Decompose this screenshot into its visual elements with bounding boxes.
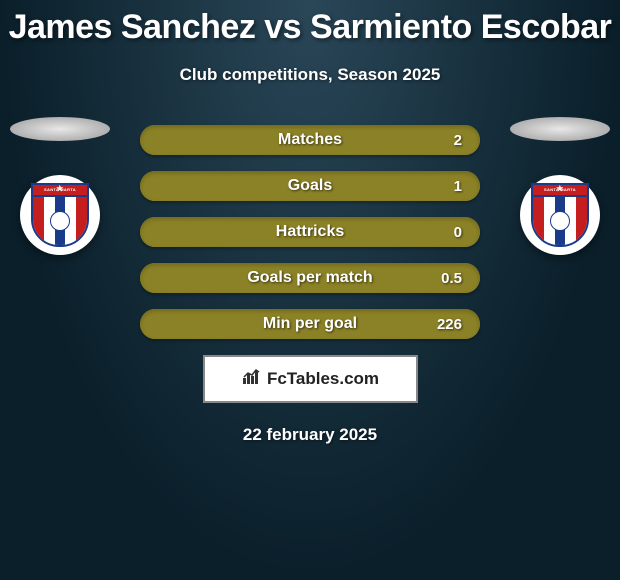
stat-value: 226 [437, 316, 462, 333]
team-badge-right: ★ SANTA MARTA [520, 175, 600, 255]
ball-icon [50, 211, 70, 231]
stat-value: 1 [454, 178, 462, 195]
stat-label: Goals per match [247, 269, 372, 287]
stat-value: 0 [454, 224, 462, 241]
brand-text: FcTables.com [267, 369, 379, 389]
player-platform-left [10, 117, 110, 141]
stat-row: Goals per match 0.5 [140, 263, 480, 293]
stat-value: 2 [454, 132, 462, 149]
stat-label: Goals [288, 177, 332, 195]
team-badge-icon: ★ SANTA MARTA [20, 175, 100, 255]
ball-icon [550, 211, 570, 231]
page-title: James Sanchez vs Sarmiento Escobar [0, 0, 620, 47]
stat-label: Min per goal [263, 315, 357, 333]
team-badge-left: ★ SANTA MARTA [20, 175, 100, 255]
subtitle: Club competitions, Season 2025 [0, 65, 620, 85]
player-platform-right [510, 117, 610, 141]
stat-row: Hattricks 0 [140, 217, 480, 247]
star-icon: ★ [556, 184, 563, 194]
brand-box[interactable]: FcTables.com [203, 355, 418, 403]
footer-date: 22 february 2025 [0, 425, 620, 445]
stat-label: Matches [278, 131, 342, 149]
stat-value: 0.5 [441, 270, 462, 287]
stat-row: Matches 2 [140, 125, 480, 155]
stat-rows-container: Matches 2 Goals 1 Hattricks 0 Goals per … [140, 125, 480, 339]
chart-icon [241, 368, 263, 391]
star-icon: ★ [56, 184, 63, 194]
stat-label: Hattricks [276, 223, 344, 241]
stat-row: Min per goal 226 [140, 309, 480, 339]
stat-row: Goals 1 [140, 171, 480, 201]
team-badge-icon: ★ SANTA MARTA [520, 175, 600, 255]
comparison-content: ★ SANTA MARTA ★ SANTA MARTA [0, 125, 620, 445]
